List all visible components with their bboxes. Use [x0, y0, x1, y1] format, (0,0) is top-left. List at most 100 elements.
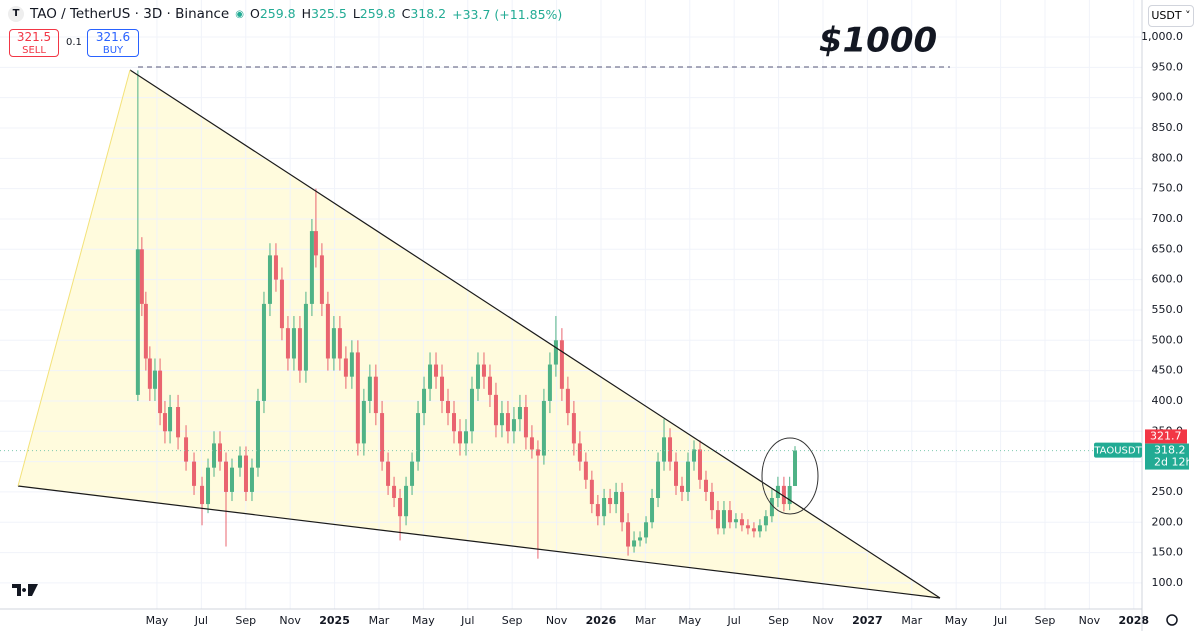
candle-body: [313, 231, 318, 256]
candle-body: [355, 352, 360, 444]
candle-body: [793, 450, 798, 486]
candle-body: [380, 413, 385, 462]
candle-body: [392, 485, 397, 498]
spread: 0.1: [66, 37, 82, 48]
open-value: 259.8: [259, 6, 296, 21]
candle-body: [446, 400, 451, 414]
price-label: 318.2: [1154, 444, 1186, 457]
candle-body: [632, 540, 637, 547]
candle-body: [469, 388, 474, 432]
x-tick-label: Nov: [546, 614, 568, 627]
candle-body: [147, 358, 152, 389]
sell-price: 321.5: [16, 30, 52, 44]
candle-body: [763, 516, 768, 526]
triangle-upper: [129, 69, 941, 599]
y-tick-label: 750.0: [1152, 182, 1184, 195]
candle-body: [745, 525, 750, 529]
candle-body: [571, 413, 576, 444]
ask-label: 321.7: [1150, 429, 1182, 442]
candle-body: [367, 376, 372, 401]
x-tick-label: Jul: [460, 614, 474, 627]
candle-body: [192, 461, 197, 486]
candle-body: [184, 437, 189, 462]
candle-body: [297, 328, 302, 371]
candle-body: [733, 519, 738, 523]
status-dot: ◉: [235, 8, 244, 20]
countdown-label: 2d 12h: [1154, 456, 1192, 469]
sell-label: SELL: [22, 45, 46, 56]
candle-body: [769, 497, 774, 517]
candle-body: [481, 364, 486, 377]
candle-body: [595, 504, 600, 517]
symbol: TAO / TetherUS · 3D · Binance: [30, 6, 230, 22]
header: T TAO / TetherUS · 3D · Binance ◉ O259.8…: [8, 6, 562, 22]
x-tick-label: Mar: [635, 614, 656, 627]
candle-body: [697, 449, 702, 480]
y-tick-label: 500.0: [1152, 333, 1184, 346]
sell-button[interactable]: 321.5 SELL: [9, 29, 59, 57]
candle-body: [267, 255, 272, 304]
triangle-fill: [18, 70, 940, 598]
low-value: 259.8: [359, 6, 396, 21]
x-tick-label: Nov: [1079, 614, 1101, 627]
candle-body: [325, 303, 330, 359]
candle-body: [475, 364, 480, 389]
candle-body: [499, 413, 504, 426]
candle-body: [386, 461, 391, 486]
candle-body: [463, 431, 468, 444]
candle-body: [614, 491, 619, 505]
x-tick-label: 2027: [852, 614, 883, 627]
candle-body: [224, 461, 229, 492]
candle-body: [343, 358, 348, 377]
candle-body: [434, 364, 439, 377]
candle-body: [291, 328, 296, 359]
candle-body: [487, 376, 492, 395]
candle-body: [680, 485, 685, 492]
candle-body: [158, 370, 163, 414]
currency-select[interactable]: USDT ˅: [1148, 5, 1194, 27]
candle-body: [168, 407, 173, 432]
buy-button[interactable]: 321.6 BUY: [87, 29, 139, 57]
candle-body: [135, 249, 140, 395]
candle-body: [398, 497, 403, 517]
x-tick-label: May: [945, 614, 968, 627]
candle-body: [249, 467, 254, 492]
tv-logo-mark: [12, 584, 38, 596]
candle-body: [517, 407, 522, 420]
x-tick-label: Nov: [812, 614, 834, 627]
candle-body: [349, 352, 354, 377]
candle-body: [577, 443, 582, 462]
candle-body: [452, 413, 457, 432]
candle-body: [662, 437, 667, 462]
x-tick-label: Jul: [194, 614, 208, 627]
candle-body: [602, 497, 607, 517]
candle-body: [727, 510, 732, 523]
candle-body: [255, 400, 260, 468]
candle-body: [373, 376, 378, 414]
candle-body: [535, 449, 540, 456]
x-tick-label: Sep: [502, 614, 523, 627]
x-tick-label: 2025: [319, 614, 350, 627]
candle-body: [523, 407, 528, 438]
candle-body: [644, 522, 649, 538]
candle-body: [303, 303, 308, 371]
close-value: 318.2: [410, 6, 447, 21]
x-tick-label: Jul: [727, 614, 741, 627]
y-tick-label: 450.0: [1152, 364, 1184, 377]
target-annotation: $1000: [819, 21, 937, 61]
symbol-label: TAOUSDT: [1093, 446, 1142, 457]
currency: USDT: [1151, 9, 1182, 22]
candle-body: [757, 525, 762, 532]
symbol-logo: T: [8, 6, 24, 22]
candle-body: [751, 528, 756, 532]
candle-body: [685, 461, 690, 492]
buy-label: BUY: [102, 45, 124, 56]
y-tick-label: 650.0: [1152, 242, 1184, 255]
candle-body: [139, 249, 144, 304]
candle-body: [243, 455, 248, 492]
candle-body: [703, 479, 708, 492]
candle-body: [511, 419, 516, 432]
candle-body: [176, 407, 181, 438]
candle-body: [331, 328, 336, 359]
